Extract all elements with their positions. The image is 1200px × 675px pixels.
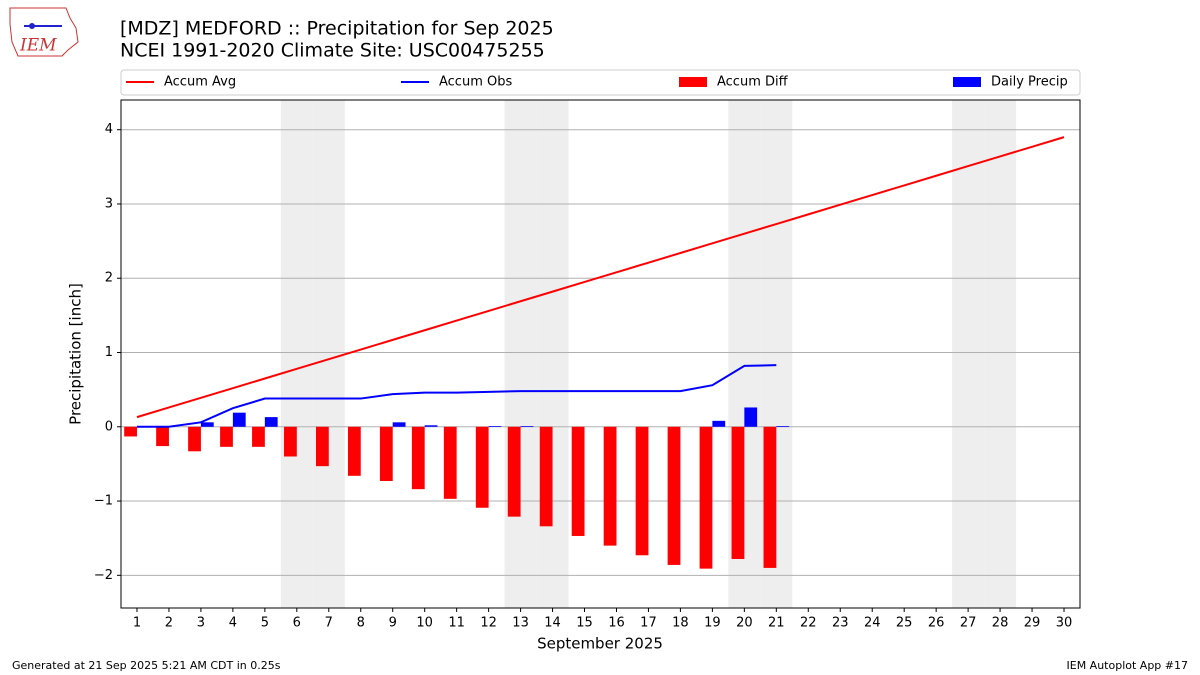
legend-label: Daily Precip	[991, 75, 1068, 90]
x-tick-label: 25	[896, 616, 913, 631]
x-tick-label: 26	[928, 616, 945, 631]
legend-box	[120, 69, 1081, 96]
x-tick-label: 10	[416, 616, 433, 631]
y-tick-label: −2	[94, 568, 113, 583]
x-tick-label: 30	[1056, 616, 1073, 631]
bar	[744, 407, 758, 427]
logo-text: IEM	[19, 36, 57, 56]
x-tick-label: 11	[448, 616, 465, 631]
x-tick-label: 3	[197, 616, 205, 631]
logo-outline	[9, 7, 79, 57]
x-tick-label: 20	[736, 616, 753, 631]
x-tick-label: 9	[389, 616, 397, 631]
bar	[507, 426, 521, 517]
bar	[475, 426, 489, 508]
x-tick-label: 4	[229, 616, 237, 631]
x-tick-label: 16	[608, 616, 625, 631]
bar	[763, 426, 777, 568]
logo-dot	[29, 23, 35, 29]
bar	[712, 420, 726, 427]
bar	[731, 426, 745, 559]
x-tick-label: 7	[325, 616, 333, 631]
bar	[124, 426, 137, 437]
legend-label: Accum Diff	[717, 75, 789, 90]
y-tick-label: 2	[105, 271, 113, 286]
plot-frame	[120, 99, 1081, 609]
y-tick-label: 3	[105, 196, 113, 211]
x-tick-label: 21	[768, 616, 785, 631]
bar	[232, 412, 246, 427]
plot-area	[121, 100, 1080, 608]
bar	[776, 426, 790, 427]
x-tick-label: 19	[704, 616, 721, 631]
x-tick-label: 15	[576, 616, 593, 631]
bar	[392, 422, 406, 427]
x-tick-label: 23	[832, 616, 849, 631]
chart-title: [MDZ] MEDFORD :: Precipitation for Sep 2…	[120, 18, 554, 40]
bar	[347, 426, 361, 476]
x-tick-label: 1	[133, 616, 141, 631]
footer-left: Generated at 21 Sep 2025 5:21 AM CDT in …	[12, 659, 281, 672]
weekend-shade	[280, 100, 313, 608]
bar	[635, 426, 649, 556]
bar	[411, 426, 425, 490]
bar	[443, 426, 457, 499]
y-tick-label: 4	[105, 122, 113, 137]
bar	[156, 426, 169, 447]
weekend-shade	[504, 100, 537, 608]
x-tick-label: 27	[960, 616, 977, 631]
y-axis-label: Precipitation [inch]	[67, 283, 85, 425]
x-axis-label: September 2025	[537, 635, 663, 653]
footer-right: IEM Autoplot App #17	[1067, 659, 1189, 672]
y-tick-label: 1	[105, 345, 113, 360]
x-tick-label: 29	[1024, 616, 1041, 631]
x-tick-label: 18	[672, 616, 689, 631]
x-tick-label: 8	[357, 616, 365, 631]
x-tick-label: 14	[544, 616, 561, 631]
x-tick-label: 5	[261, 616, 269, 631]
weekend-shade	[952, 100, 985, 608]
legend-label: Accum Obs	[439, 75, 512, 90]
legend-label: Accum Avg	[164, 75, 236, 90]
bar	[571, 426, 585, 536]
bar	[315, 426, 329, 467]
bar	[520, 426, 534, 427]
x-tick-label: 17	[640, 616, 657, 631]
line	[136, 364, 777, 428]
x-tick-label: 22	[800, 616, 817, 631]
bar	[252, 426, 265, 447]
bar	[220, 426, 233, 447]
bar	[603, 426, 617, 546]
legend-swatch	[679, 77, 707, 87]
line	[136, 136, 1065, 419]
bar	[488, 426, 502, 427]
logo: IEM	[9, 7, 79, 57]
x-tick-label: 12	[480, 616, 497, 631]
bar	[379, 426, 393, 481]
y-tick-label: 0	[105, 419, 113, 434]
legend-swatch	[953, 77, 981, 87]
x-tick-label: 2	[165, 616, 173, 631]
bar	[699, 426, 713, 569]
bar	[424, 425, 438, 427]
bar	[188, 426, 201, 452]
x-tick-label: 13	[512, 616, 529, 631]
x-tick-label: 6	[293, 616, 301, 631]
weekend-shade	[312, 100, 345, 608]
chart-subtitle: NCEI 1991-2020 Climate Site: USC00475255	[120, 40, 545, 62]
x-tick-label: 28	[992, 616, 1009, 631]
y-tick-label: −1	[94, 494, 113, 509]
bar	[284, 426, 297, 457]
weekend-shade	[984, 100, 1017, 608]
x-tick-label: 24	[864, 616, 881, 631]
bar	[667, 426, 681, 565]
bar	[539, 426, 553, 527]
weekend-shade	[536, 100, 569, 608]
bar	[200, 422, 214, 427]
bar	[264, 417, 278, 427]
